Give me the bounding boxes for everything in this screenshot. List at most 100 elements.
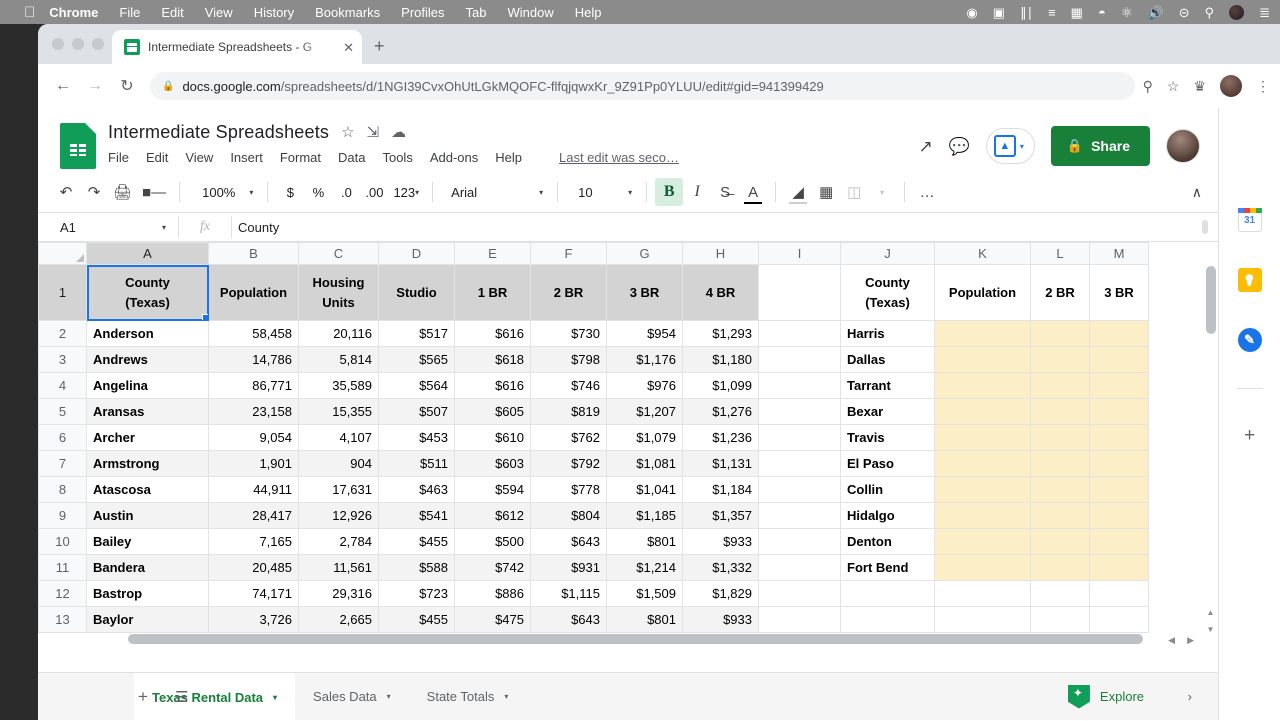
bold-button[interactable]: B <box>655 178 684 206</box>
cell-L4[interactable] <box>1030 372 1090 399</box>
cell-M13[interactable] <box>1089 606 1149 633</box>
undo-button[interactable]: ↶ <box>59 184 73 201</box>
cell-I6[interactable] <box>758 424 841 451</box>
cell-A10[interactable]: Bailey <box>86 528 209 555</box>
horizontal-scrollbar[interactable] <box>128 634 1143 644</box>
cell-E3[interactable]: $618 <box>454 346 531 373</box>
extensions-icon[interactable]: ♛ <box>1193 77 1206 94</box>
cell-G5[interactable]: $1,207 <box>606 398 683 425</box>
more-formats-button[interactable]: 123 ▾ <box>393 184 420 200</box>
battery-icon[interactable]: ⚛ <box>1120 4 1133 20</box>
menu-insert[interactable]: Insert <box>230 150 263 165</box>
cell-B2[interactable]: 58,458 <box>208 320 299 347</box>
column-header-C[interactable]: C <box>298 242 379 265</box>
user-avatar[interactable] <box>1166 129 1200 163</box>
cell-H10[interactable]: $933 <box>682 528 759 555</box>
cell-I1[interactable] <box>758 264 841 321</box>
mac-menu-file[interactable]: File <box>108 4 140 20</box>
paint-format-icon[interactable]: ■— <box>142 183 167 201</box>
column-header-B[interactable]: B <box>208 242 299 265</box>
spreadsheet-grid[interactable]: A B C D E F G H I J K L M 1 C <box>38 242 1218 646</box>
strikethrough-button[interactable]: S̶ <box>720 183 731 201</box>
increase-decimal-button[interactable]: .00 <box>365 184 384 200</box>
close-tab-icon[interactable]: ✕ <box>343 39 354 55</box>
chevron-down-icon[interactable]: ▾ <box>504 692 509 701</box>
vertical-scroll-thumb[interactable] <box>1206 266 1216 334</box>
cell-A2[interactable]: Anderson <box>86 320 209 347</box>
cell-B5[interactable]: 23,158 <box>208 398 299 425</box>
sheet-tab-sales-data[interactable]: Sales Data ▾ <box>295 673 409 721</box>
cell-F2[interactable]: $730 <box>530 320 607 347</box>
cell-F11[interactable]: $931 <box>530 554 607 581</box>
cell-J10[interactable]: Denton <box>840 528 935 555</box>
mac-menu-edit[interactable]: Edit <box>150 4 183 20</box>
cell-E6[interactable]: $610 <box>454 424 531 451</box>
cell-I8[interactable] <box>758 476 841 503</box>
menu-tools[interactable]: Tools <box>382 150 413 165</box>
cell-J1[interactable]: County (Texas) <box>840 264 935 321</box>
cell-G2[interactable]: $954 <box>606 320 683 347</box>
mac-menu-bookmarks[interactable]: Bookmarks <box>303 4 380 20</box>
cell-E7[interactable]: $603 <box>454 450 531 477</box>
cell-C11[interactable]: 11,561 <box>298 554 379 581</box>
cell-B4[interactable]: 86,771 <box>208 372 299 399</box>
cell-A3[interactable]: Andrews <box>86 346 209 373</box>
cell-J8[interactable]: Collin <box>840 476 935 503</box>
cell-L6[interactable] <box>1030 424 1090 451</box>
cell-A8[interactable]: Atascosa <box>86 476 209 503</box>
close-window-button[interactable] <box>52 38 64 50</box>
column-header-M[interactable]: M <box>1089 242 1149 265</box>
menu-format[interactable]: Format <box>279 150 321 165</box>
cell-I3[interactable] <box>758 346 841 373</box>
more-options-button[interactable]: … <box>919 183 935 201</box>
cell-C5[interactable]: 15,355 <box>298 398 379 425</box>
cell-M12[interactable] <box>1089 580 1149 607</box>
cell-G12[interactable]: $1,509 <box>606 580 683 607</box>
cell-M7[interactable] <box>1089 450 1149 477</box>
cell-E2[interactable]: $616 <box>454 320 531 347</box>
share-button[interactable]: 🔒 Share <box>1050 126 1150 166</box>
row-header-4[interactable]: 4 <box>38 372 87 399</box>
cell-K9[interactable] <box>934 502 1031 529</box>
cell-C9[interactable]: 12,926 <box>298 502 379 529</box>
cell-E4[interactable]: $616 <box>454 372 531 399</box>
cell-D10[interactable]: $455 <box>378 528 455 555</box>
record-icon[interactable]: ◉ <box>966 4 978 20</box>
horizontal-scroll-thumb[interactable] <box>128 634 1143 644</box>
cell-L1[interactable]: 2 BR <box>1030 264 1090 321</box>
reload-button[interactable]: ↻ <box>120 78 134 95</box>
cell-J11[interactable]: Fort Bend <box>840 554 935 581</box>
merge-caret-icon[interactable]: ▾ <box>880 187 885 197</box>
cell-D7[interactable]: $511 <box>378 450 455 477</box>
cell-C12[interactable]: 29,316 <box>298 580 379 607</box>
cell-L13[interactable] <box>1030 606 1090 633</box>
scroll-left-icon[interactable]: ◀ <box>1168 635 1176 645</box>
scroll-right-icon[interactable]: ▶ <box>1187 635 1194 645</box>
cell-E1[interactable]: 1 BR <box>454 264 531 321</box>
zoom-icon[interactable]: ⚲ <box>1142 77 1153 94</box>
cell-I12[interactable] <box>758 580 841 607</box>
column-header-H[interactable]: H <box>682 242 759 265</box>
cell-L12[interactable] <box>1030 580 1090 607</box>
cell-E10[interactable]: $500 <box>454 528 531 555</box>
google-calendar-icon[interactable]: 31 <box>1237 208 1262 232</box>
cell-B13[interactable]: 3,726 <box>208 606 299 633</box>
cell-M9[interactable] <box>1089 502 1149 529</box>
row-header-3[interactable]: 3 <box>38 346 87 373</box>
present-button[interactable]: ▲ ▾ <box>985 128 1035 164</box>
cell-H6[interactable]: $1,236 <box>682 424 759 451</box>
cell-H2[interactable]: $1,293 <box>682 320 759 347</box>
cell-A12[interactable]: Bastrop <box>86 580 209 607</box>
row-header-6[interactable]: 6 <box>38 424 87 451</box>
chevron-down-icon[interactable]: ▾ <box>273 693 278 702</box>
cell-A9[interactable]: Austin <box>86 502 209 529</box>
google-keep-icon[interactable] <box>1237 268 1262 292</box>
cell-K5[interactable] <box>934 398 1031 425</box>
minimize-window-button[interactable] <box>72 38 84 50</box>
notifications-icon[interactable]: ≣ <box>1259 4 1270 20</box>
cell-I4[interactable] <box>758 372 841 399</box>
wifi-icon[interactable]: ◓ <box>1097 4 1106 20</box>
cell-J3[interactable]: Dallas <box>840 346 935 373</box>
cell-I2[interactable] <box>758 320 841 347</box>
cell-H12[interactable]: $1,829 <box>682 580 759 607</box>
